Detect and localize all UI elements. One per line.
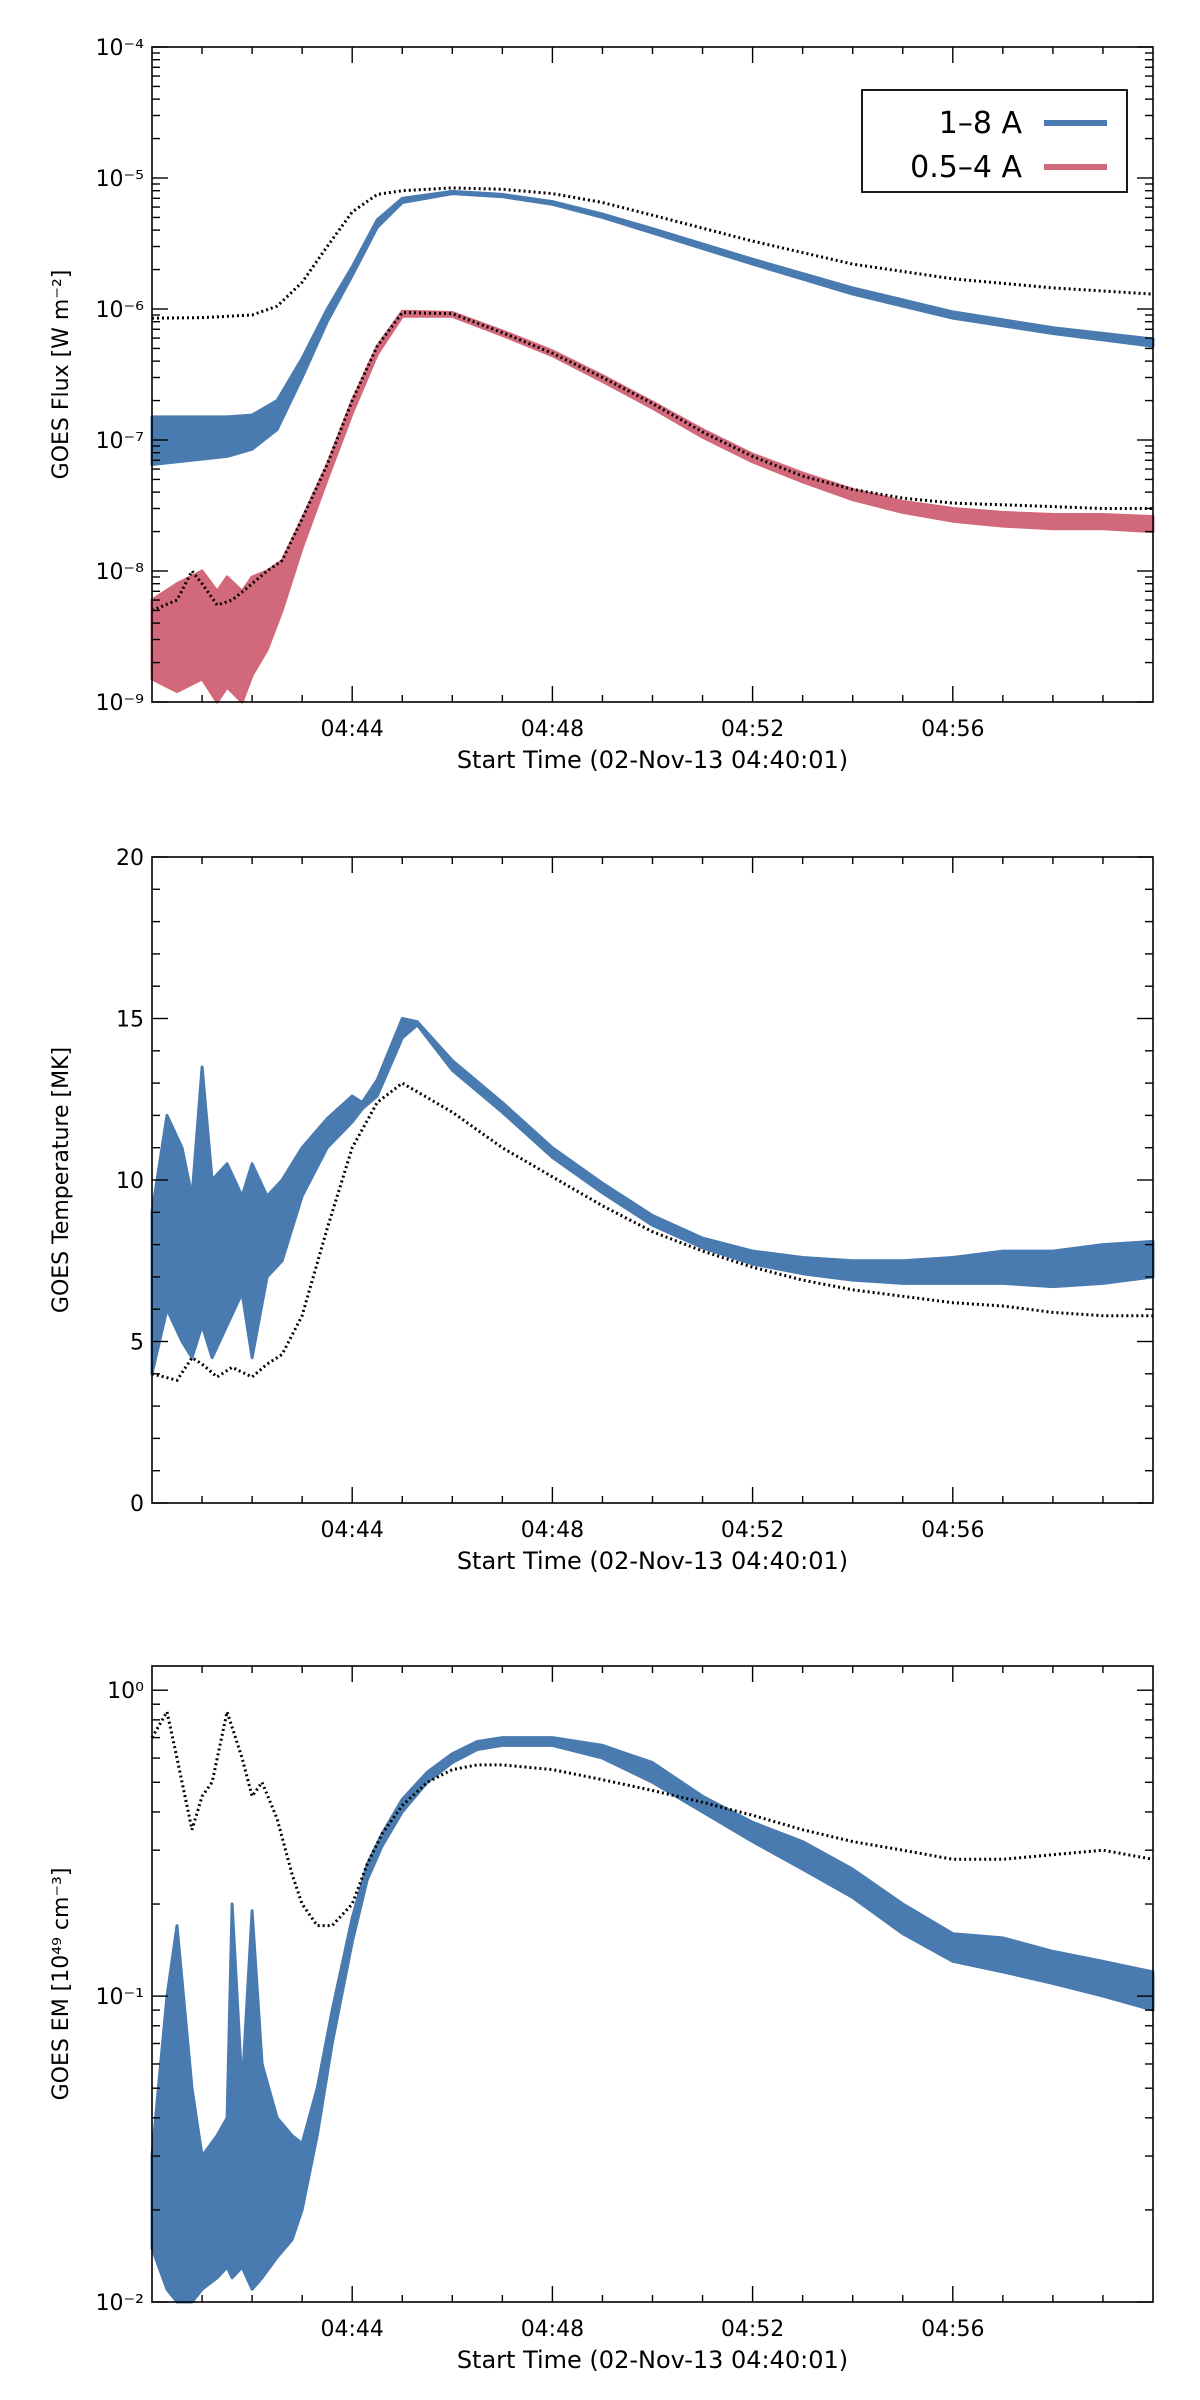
series-1-8-a-range-of-variants- xyxy=(150,189,1155,466)
chart-panel-3: 04:44 04:48 04:52 04:56 10⁻² 10⁻¹ 10⁰ Start Tim… xyxy=(49,1665,1155,2374)
y-tick-label: 10⁻² xyxy=(96,2291,144,2316)
x-tick-label: 04:56 xyxy=(921,717,984,742)
x-tick-label: 04:44 xyxy=(320,717,383,742)
x-axis-label: Start Time (02-Nov-13 04:40:01) xyxy=(457,1547,848,1575)
series-line xyxy=(150,1706,1154,1928)
x-tick-label: 04:44 xyxy=(320,1518,383,1543)
y-tick-label: 10⁻⁷ xyxy=(96,429,144,454)
y-tick-label: 10⁻⁹ xyxy=(96,691,144,716)
series-line xyxy=(151,1081,1153,1383)
series-band xyxy=(150,189,1155,466)
x-tick-label: 04:48 xyxy=(521,1518,584,1543)
series-band xyxy=(150,1736,1155,2304)
x-tick-label: 04:52 xyxy=(721,717,784,742)
series-temperature-reference- xyxy=(151,1081,1153,1383)
chart-panel-2: 04:44 04:48 04:52 04:56 0 5 10 15 20 Start Time (… xyxy=(49,846,1155,1575)
y-axis-label: GOES EM [10⁴⁹ cm⁻³] xyxy=(49,1868,74,2101)
y-tick-label: 10⁻⁴ xyxy=(96,36,145,61)
y-axis-label: GOES Flux [W m⁻²] xyxy=(49,270,74,480)
y-tick-label: 10 xyxy=(116,1169,144,1194)
series-1-8-a-reference- xyxy=(151,186,1154,320)
x-tick-label: 04:56 xyxy=(921,2317,984,2342)
y-tick-label: 10⁻¹ xyxy=(96,1985,144,2010)
legend: 1–8 A 0.5–4 A xyxy=(861,89,1128,193)
y-axis-label: GOES Temperature [MK] xyxy=(49,1047,74,1313)
y-tick-label: 15 xyxy=(116,1008,144,1033)
x-tick-label: 04:44 xyxy=(320,2317,383,2342)
chart-panel-1: 04:44 04:48 04:52 04:56 10⁻⁹ 10⁻⁸ 10⁻⁷ 10⁻⁶ 10⁻⁵… xyxy=(49,36,1155,774)
y-tick-label: 10⁰ xyxy=(107,1679,144,1704)
x-tick-label: 04:52 xyxy=(721,2317,784,2342)
y-tick-label: 5 xyxy=(130,1331,144,1356)
y-tick-label: 20 xyxy=(116,846,144,871)
x-axis-label: Start Time (02-Nov-13 04:40:01) xyxy=(457,2346,848,2374)
series-temperature-1-8-a- xyxy=(150,1017,1155,1376)
y-tick-label: 10⁻⁶ xyxy=(96,298,145,323)
x-tick-label: 04:56 xyxy=(921,1518,984,1543)
y-tick-label: 10⁻⁸ xyxy=(96,560,145,585)
series-em-reference- xyxy=(150,1706,1154,1928)
x-tick-label: 04:48 xyxy=(521,2317,584,2342)
legend-label: 0.5–4 A xyxy=(910,150,1022,185)
series-band xyxy=(150,1017,1155,1376)
y-tick-label: 0 xyxy=(130,1492,144,1517)
x-axis-label: Start Time (02-Nov-13 04:40:01) xyxy=(457,746,848,774)
series-line xyxy=(151,186,1154,320)
y-tick-label: 10⁻⁵ xyxy=(96,167,144,192)
legend-label: 1–8 A xyxy=(939,106,1023,141)
series-em-1-8-a- xyxy=(150,1736,1155,2304)
x-tick-label: 04:48 xyxy=(521,717,584,742)
legend-box xyxy=(861,89,1128,193)
x-tick-label: 04:52 xyxy=(721,1518,784,1543)
